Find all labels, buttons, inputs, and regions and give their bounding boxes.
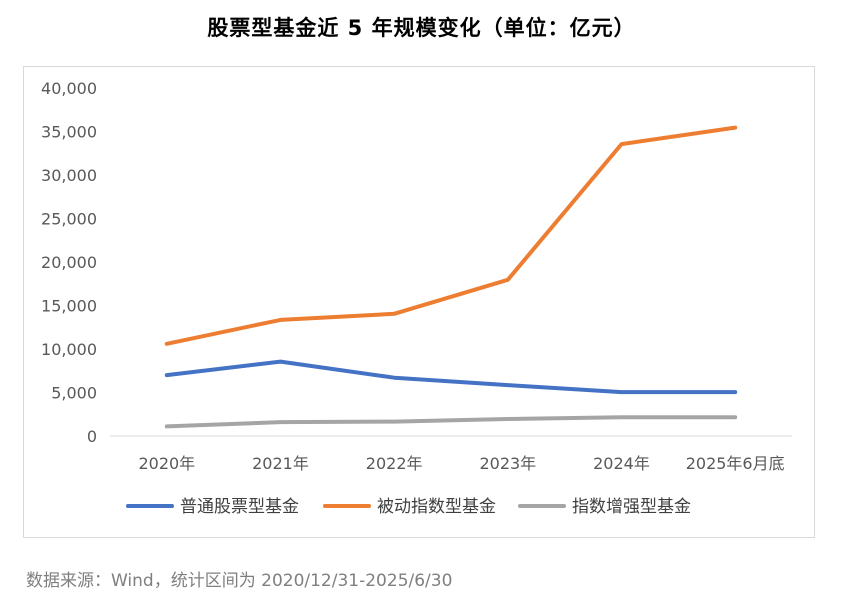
y-tick-label: 30,000 [41,166,97,185]
x-tick-label: 2023年 [479,454,536,473]
y-tick-label: 15,000 [41,297,97,316]
chart-title: 股票型基金近 5 年规模变化（单位：亿元） [207,16,636,40]
y-tick-label: 35,000 [41,123,97,142]
series-lines [164,125,738,429]
x-tick-label: 2021年 [252,454,309,473]
x-tick-label: 2025年6月底 [686,454,785,473]
legend: 普通股票型基金 被动指数型基金 指数增强型基金 [126,497,691,517]
y-tick-label: 40,000 [41,79,97,98]
x-tick-label: 2024年 [593,454,650,473]
series-line [164,125,738,346]
y-tick-label: 25,000 [41,210,97,229]
legend-label: 指数增强型基金 [572,497,691,517]
series-line [164,359,738,395]
y-tick-label: 20,000 [41,253,97,272]
axes: 0 5,000 10,000 15,000 20,000 25,000 30,000 35,0… [41,79,792,473]
chart-frame [23,66,815,538]
source-note: 数据来源：Wind，统计区间为 2020/12/31-2025/6/30 [26,571,453,591]
y-tick-label: 5,000 [51,384,97,403]
y-tick-label: 0 [87,427,97,446]
legend-label: 普通股票型基金 [180,497,299,517]
legend-label: 被动指数型基金 [377,497,496,517]
series-line [164,415,738,429]
y-tick-label: 10,000 [41,340,97,359]
x-tick-label: 2020年 [138,454,195,473]
x-tick-label: 2022年 [366,454,423,473]
